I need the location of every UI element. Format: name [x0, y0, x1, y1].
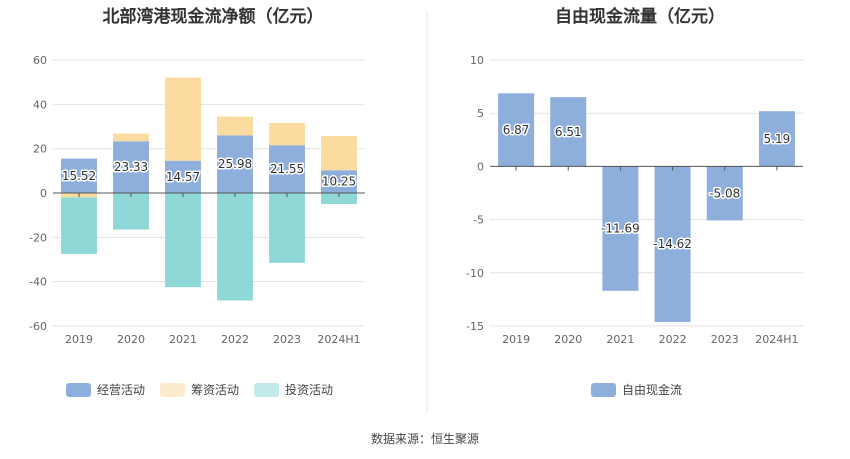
left-legend-swatch — [160, 383, 185, 397]
cash-flow-net-chart: 北部湾港现金流净额（亿元） 60 40 20 0 -20 -40 -60 2019 2020 2… — [29, 6, 365, 397]
right-x-tick-label: 2024H1 — [755, 333, 798, 346]
left-bar-2024H1-1 — [321, 135, 357, 171]
right-data-label: 6.51 — [555, 125, 582, 139]
right-x-tick-label: 2023 — [711, 333, 739, 346]
left-data-label: 23.33 — [114, 160, 148, 174]
left-bar-2019-2 — [61, 197, 97, 254]
left-legend-label: 经营活动 — [97, 383, 145, 397]
left-x-tick-label: 2020 — [117, 333, 145, 346]
left-x-tick-label: 2019 — [65, 333, 93, 346]
right-data-label: 6.87 — [503, 123, 530, 137]
left-y-tick-label: 0 — [40, 187, 47, 200]
left-y-tick-label: 20 — [33, 143, 47, 156]
left-bar-2020-0 — [113, 141, 149, 193]
left-bar-2022-2 — [217, 193, 253, 301]
left-bar-2019-0 — [61, 158, 97, 193]
left-y-tick-label: -20 — [29, 231, 47, 244]
left-bar-2024H1-0 — [321, 170, 357, 193]
right-y-tick-label: -5 — [473, 214, 484, 227]
left-x-tick-label: 2023 — [273, 333, 301, 346]
data-source-note: 数据来源：恒生聚源 — [371, 431, 479, 446]
right-y-tick-label: 5 — [477, 107, 484, 120]
left-legend-label: 筹资活动 — [191, 383, 239, 397]
right-x-tick-label: 2020 — [554, 333, 582, 346]
left-chart-title: 北部湾港现金流净额（亿元） — [103, 6, 324, 27]
right-x-tick-label: 2022 — [659, 333, 687, 346]
left-bar-2020-2 — [113, 193, 149, 230]
left-legend-label: 投资活动 — [285, 382, 333, 397]
left-y-tick-label: -40 — [29, 276, 47, 289]
left-x-tick-label: 2024H1 — [317, 333, 360, 346]
right-y-tick-label: -10 — [466, 267, 484, 280]
right-data-label: -14.62 — [653, 237, 692, 251]
left-legend-swatch — [66, 383, 91, 397]
left-chart-legend: 经营活动 筹资活动 投资活动 — [66, 382, 333, 397]
right-y-tick-label: 0 — [477, 160, 484, 173]
right-y-tick-label: -15 — [466, 320, 484, 333]
left-data-label: 25.98 — [218, 157, 252, 171]
right-x-tick-label: 2021 — [606, 333, 634, 346]
left-bar-2023-2 — [269, 193, 305, 263]
left-bar-2020-1 — [113, 133, 149, 142]
right-x-tick-label: 2019 — [502, 333, 530, 346]
right-bar-2024H1-0 — [758, 111, 795, 167]
free-cash-flow-chart: 自由现金流量（亿元） 10 5 0 -5 -10 -15 2019 2020 2021 2022… — [466, 6, 803, 397]
left-bar-2022-1 — [217, 116, 253, 136]
left-data-label: 14.57 — [166, 170, 200, 184]
left-bar-2023-0 — [269, 145, 305, 193]
left-y-tick-label: -60 — [29, 320, 47, 333]
left-bar-2024H1-2 — [321, 193, 357, 205]
right-chart-legend: 自由现金流 — [591, 382, 682, 397]
right-legend-label: 自由现金流 — [622, 382, 682, 397]
right-bar-2019-0 — [498, 93, 535, 167]
right-bar-2022-0 — [654, 166, 691, 322]
right-legend-swatch — [591, 383, 616, 397]
right-bar-2023-0 — [706, 166, 743, 221]
left-bar-2021-2 — [165, 193, 201, 288]
right-data-label: -5.08 — [709, 186, 740, 200]
left-data-label: 21.55 — [270, 162, 304, 176]
left-x-tick-label: 2021 — [169, 333, 197, 346]
right-bar-2021-0 — [602, 166, 639, 291]
left-bar-2023-1 — [269, 123, 305, 146]
right-data-label: 5.19 — [764, 132, 791, 146]
left-data-label: 10.25 — [322, 175, 356, 189]
left-y-tick-label: 60 — [33, 54, 47, 67]
left-bar-2022-0 — [217, 135, 253, 193]
right-chart-title: 自由现金流量（亿元） — [555, 6, 725, 27]
left-data-label: 15.52 — [62, 169, 96, 183]
left-y-tick-label: 40 — [33, 98, 47, 111]
left-bar-2021-0 — [165, 160, 201, 193]
left-legend-swatch — [254, 383, 279, 397]
right-y-tick-label: 10 — [470, 54, 484, 67]
left-x-tick-label: 2022 — [221, 333, 249, 346]
left-bar-2021-1 — [165, 77, 201, 161]
right-bar-2020-0 — [550, 97, 587, 167]
right-data-label: -11.69 — [601, 222, 640, 236]
